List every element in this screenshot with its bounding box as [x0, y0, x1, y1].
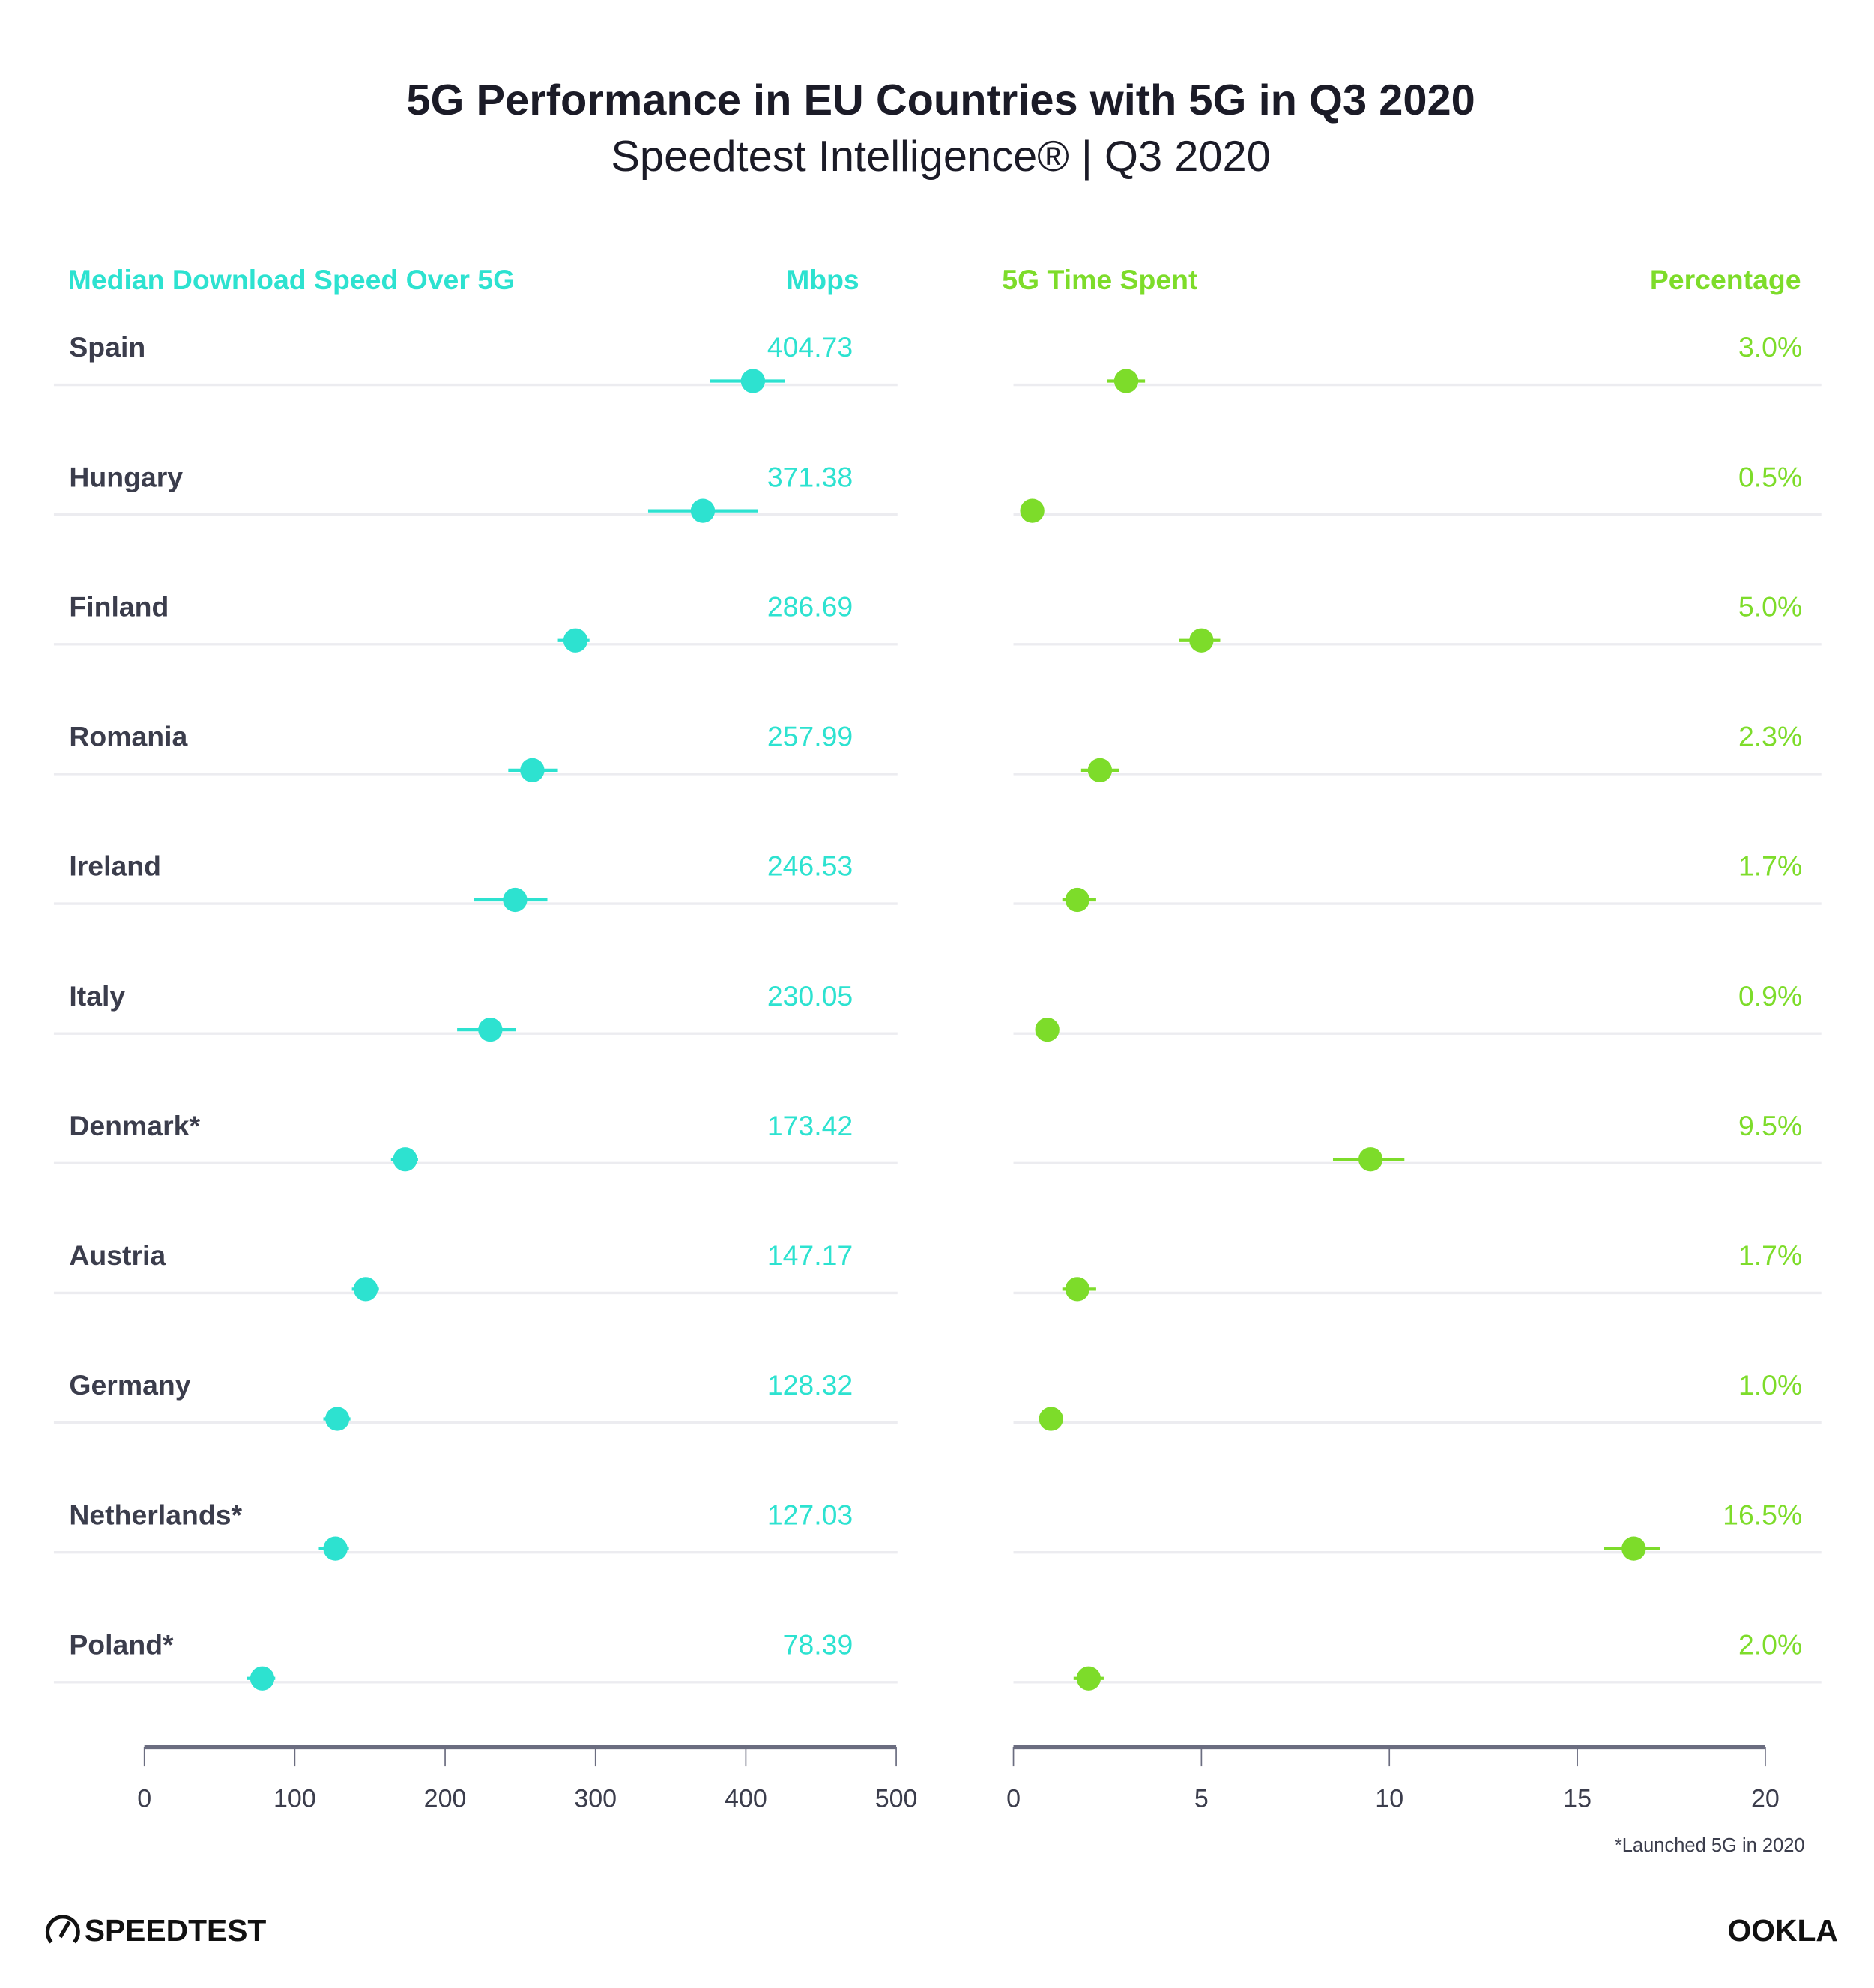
data-point-download: [690, 498, 716, 523]
x-tick-label: 15: [1563, 1785, 1592, 1813]
data-point-download: [563, 628, 588, 653]
x-tick-label: 5: [1194, 1785, 1209, 1813]
x-tick-label: 500: [875, 1785, 918, 1813]
country-label: Germany: [69, 1369, 190, 1401]
data-point-download: [740, 369, 766, 393]
country-label: Hungary: [69, 461, 183, 492]
left-panel-title: Median Download Speed Over 5G: [68, 264, 516, 295]
x-tick-label: 400: [725, 1785, 767, 1813]
data-point-download: [520, 758, 545, 783]
value-label-download: 78.39: [783, 1628, 853, 1660]
data-point-download: [250, 1666, 275, 1691]
value-label-time: 1.7%: [1738, 851, 1802, 882]
speedometer-icon: [45, 1915, 80, 1944]
data-point-time: [1065, 887, 1089, 913]
data-point-time: [1087, 758, 1113, 783]
data-point-time: [1020, 498, 1045, 523]
x-tick-label: 0: [137, 1785, 151, 1813]
value-label-download: 128.32: [767, 1369, 853, 1401]
data-point-time: [1113, 369, 1139, 393]
chart-subtitle: Speedtest Intelligence® | Q3 2020: [611, 133, 1270, 181]
x-tick-label: 10: [1375, 1785, 1403, 1813]
right-panel-title: 5G Time Spent: [1002, 264, 1197, 295]
x-tick-label: 100: [273, 1785, 316, 1813]
country-label: Poland*: [69, 1628, 174, 1660]
value-label-download: 246.53: [767, 851, 853, 882]
country-label: Netherlands*: [69, 1499, 242, 1530]
data-point-download: [323, 1536, 348, 1561]
ookla-logo: OOKLA: [1728, 1913, 1838, 1948]
left-panel-unit: Mbps: [786, 264, 859, 295]
value-label-download: 286.69: [767, 590, 853, 622]
value-label-time: 2.0%: [1738, 1628, 1802, 1660]
value-label-time: 2.3%: [1738, 721, 1802, 752]
country-label: Austria: [69, 1239, 166, 1271]
footnote: *Launched 5G in 2020: [1615, 1835, 1805, 1856]
value-label-download: 173.42: [767, 1110, 853, 1141]
country-label: Romania: [69, 721, 188, 752]
country-label: Ireland: [69, 851, 161, 882]
value-label-time: 5.0%: [1738, 590, 1802, 622]
value-label-time: 3.0%: [1738, 331, 1802, 363]
value-label-download: 230.05: [767, 980, 853, 1012]
data-point-download: [503, 887, 528, 913]
data-point-download: [325, 1407, 350, 1431]
country-label: Italy: [69, 980, 125, 1012]
country-label: Finland: [69, 590, 169, 622]
value-label-time: 0.9%: [1738, 980, 1802, 1012]
value-label-download: 257.99: [767, 721, 853, 752]
data-point-time: [1358, 1147, 1383, 1172]
value-label-download: 127.03: [767, 1499, 853, 1530]
x-tick-label: 20: [1751, 1785, 1780, 1813]
x-tick-label: 200: [424, 1785, 467, 1813]
value-label-time: 0.5%: [1738, 461, 1802, 492]
chart-title: 5G Performance in EU Countries with 5G i…: [406, 76, 1475, 124]
data-point-time: [1065, 1277, 1089, 1302]
right-panel-unit: Percentage: [1650, 264, 1801, 295]
x-tick-label: 300: [574, 1785, 617, 1813]
data-point-time: [1189, 628, 1214, 653]
data-point-download: [393, 1147, 417, 1172]
speedtest-wordmark: SPEEDTEST: [85, 1913, 267, 1948]
x-tick-label: 0: [1006, 1785, 1021, 1813]
data-point-download: [478, 1017, 503, 1042]
value-label-download: 404.73: [767, 331, 853, 363]
value-label-time: 1.0%: [1738, 1369, 1802, 1401]
data-point-download: [353, 1277, 378, 1302]
value-label-time: 9.5%: [1738, 1110, 1802, 1141]
country-label: Denmark*: [69, 1110, 200, 1141]
data-point-time: [1035, 1017, 1060, 1042]
value-label-time: 16.5%: [1723, 1499, 1802, 1530]
value-label-download: 147.17: [767, 1239, 853, 1271]
value-label-download: 371.38: [767, 461, 853, 492]
data-point-time: [1621, 1536, 1646, 1561]
value-label-time: 1.7%: [1738, 1239, 1802, 1271]
speedtest-logo: SPEEDTEST: [45, 1913, 267, 1948]
country-label: Spain: [69, 331, 145, 363]
data-point-time: [1039, 1407, 1063, 1431]
data-point-time: [1076, 1666, 1101, 1691]
